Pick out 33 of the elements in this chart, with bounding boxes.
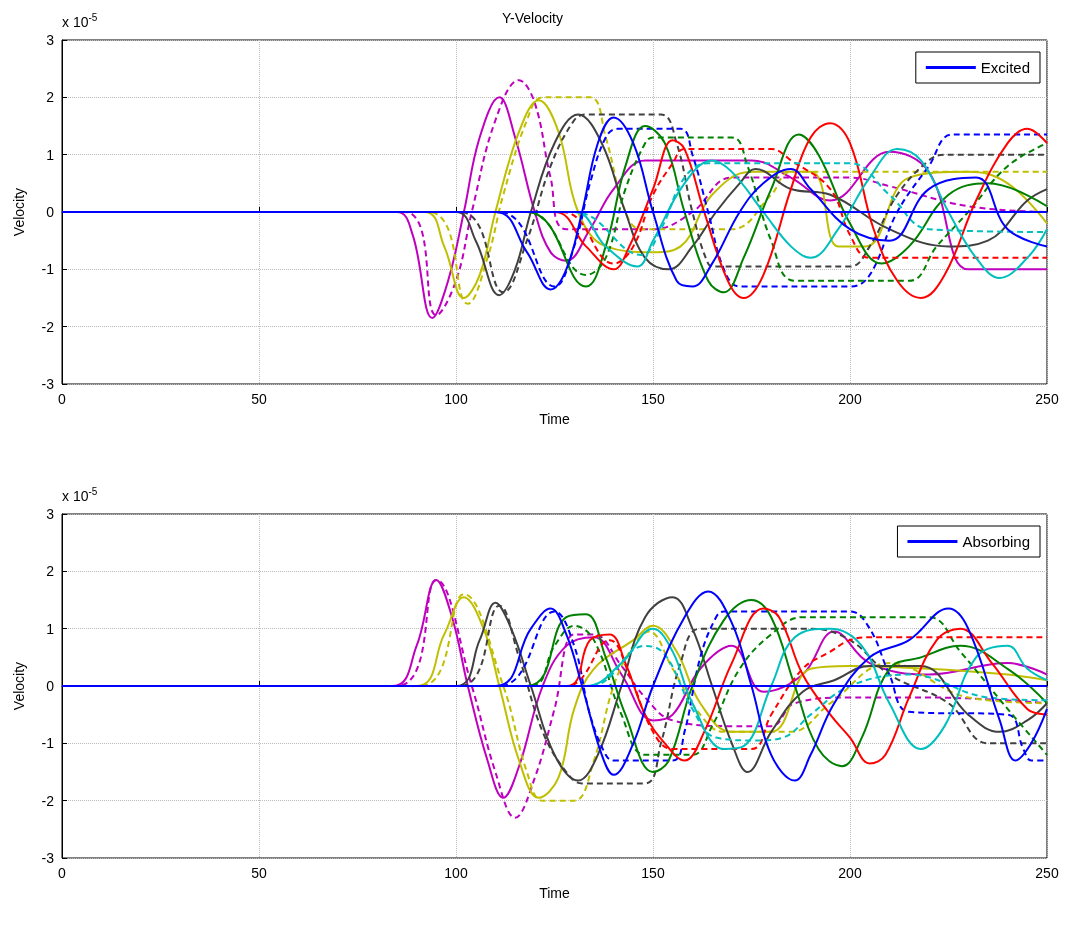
- legend-label: Absorbing: [962, 533, 1030, 550]
- legend-label: Excited: [980, 59, 1031, 76]
- y-tick-label: 3: [46, 506, 55, 522]
- y-tick-label: 0: [46, 204, 55, 220]
- x-tick-label: 200: [838, 391, 862, 407]
- y-tick-label: 2: [46, 563, 55, 580]
- x-tick-label: 250: [1035, 865, 1059, 881]
- x-tick-label: 100: [444, 391, 468, 407]
- y-tick-label: -2: [41, 792, 55, 809]
- chart-title: Y-Velocity: [502, 10, 563, 26]
- y-tick-label: 1: [46, 620, 55, 637]
- x-tick-label: 0: [58, 865, 67, 881]
- x-tick-label: 100: [444, 865, 468, 881]
- y-tick-label: -3: [41, 376, 55, 392]
- y-tick-label: 2: [46, 89, 55, 106]
- y-tick-label: 0: [46, 678, 55, 694]
- y-tick-label: -1: [41, 735, 55, 752]
- y-tick-label: 3: [46, 32, 55, 48]
- x-axis-title: Time: [539, 411, 571, 427]
- x-tick-label: 200: [838, 865, 862, 881]
- x-tick-label: 250: [1035, 391, 1059, 407]
- x-tick-label: 150: [641, 391, 665, 407]
- x-axis-title: Time: [539, 885, 571, 901]
- y-tick-label: -2: [41, 318, 55, 335]
- x-tick-label: 0: [58, 391, 67, 407]
- x-tick-label: 50: [251, 865, 267, 881]
- y-axis-title: Velocity: [11, 661, 27, 711]
- y-tick-label: -3: [41, 850, 55, 866]
- y-tick-label: 1: [46, 146, 55, 163]
- x-tick-label: 150: [641, 865, 665, 881]
- y-axis-title: Velocity: [11, 187, 27, 237]
- y-tick-label: -1: [41, 261, 55, 278]
- x-tick-label: 50: [251, 391, 267, 407]
